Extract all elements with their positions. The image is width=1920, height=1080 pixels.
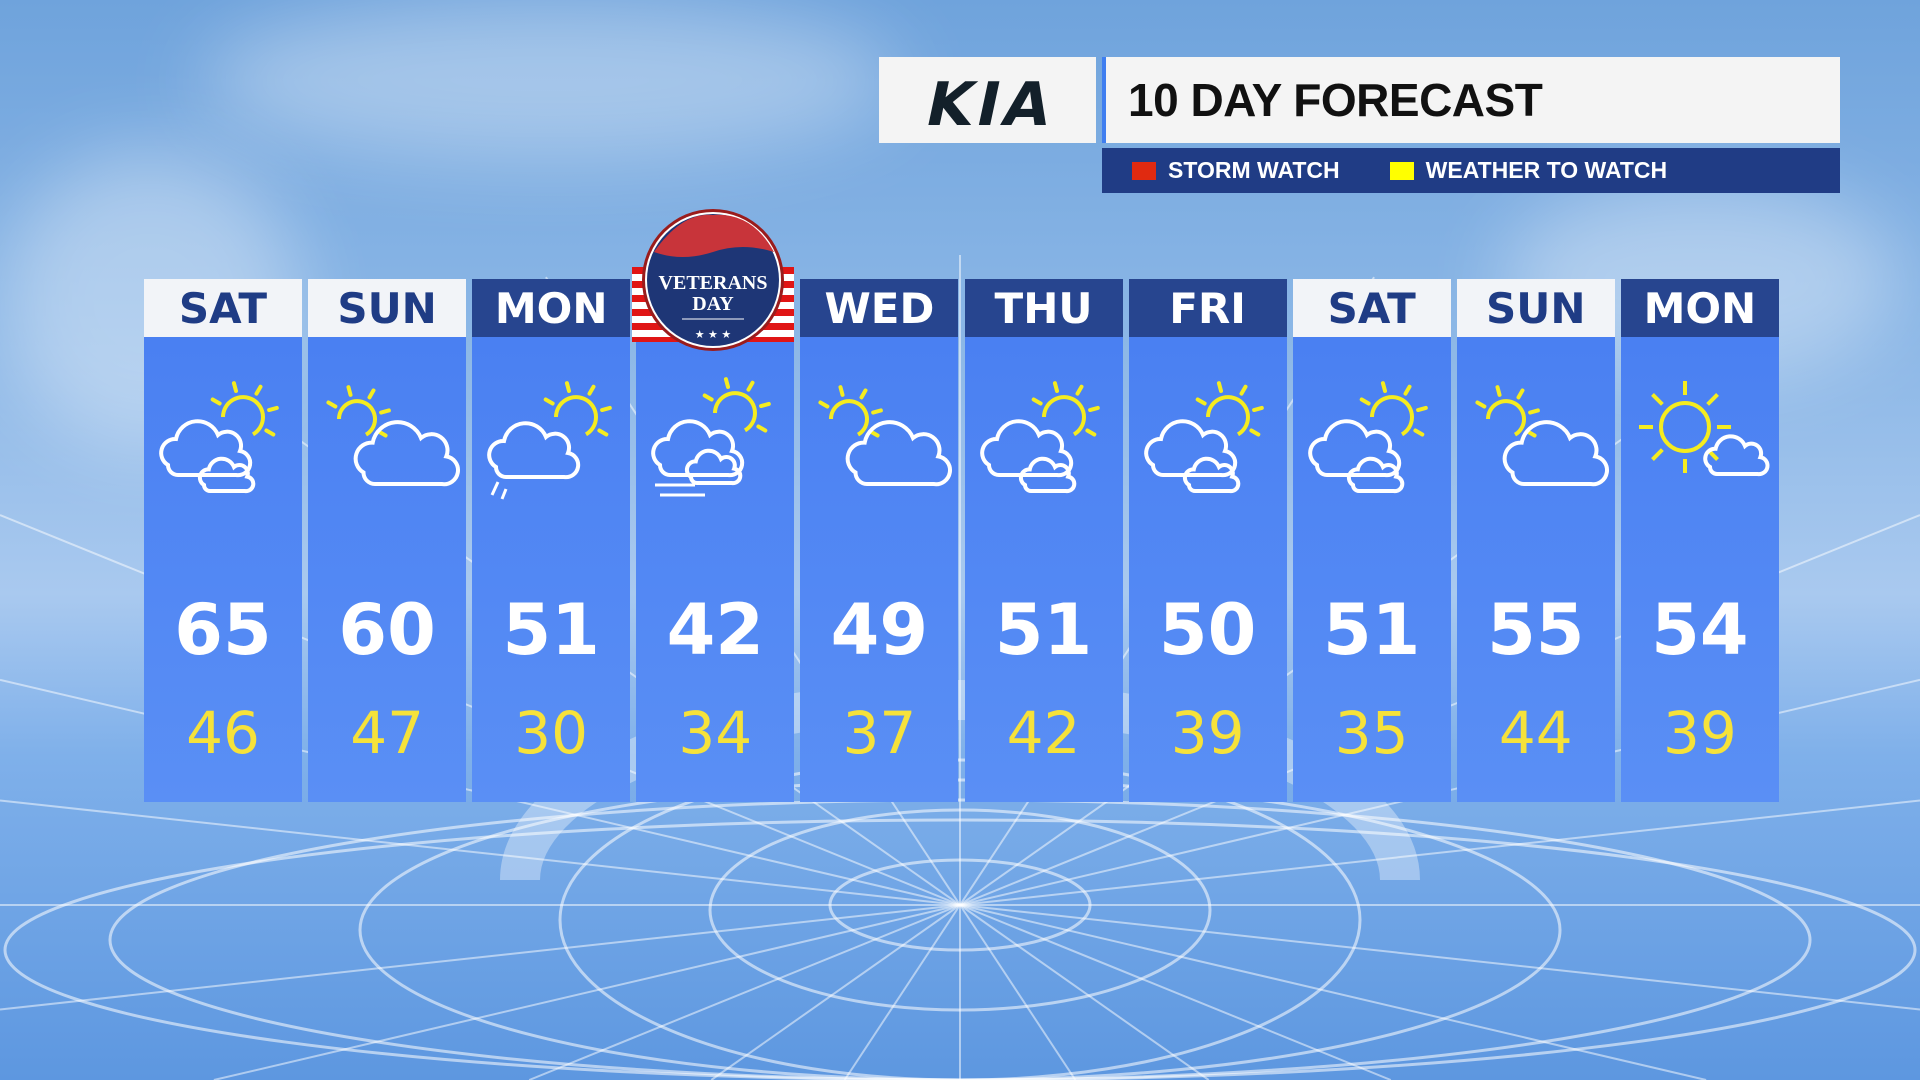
svg-text:★ ★ ★: ★ ★ ★ [695, 328, 732, 341]
radar-spoke [710, 904, 961, 1080]
legend-label: STORM WATCH [1168, 157, 1340, 183]
low-temp: 30 [514, 699, 589, 767]
day-header: THU [964, 279, 1123, 337]
mostly-cloudy-icon [326, 385, 461, 487]
radar-spoke [959, 799, 1920, 906]
low-temp: 47 [350, 699, 424, 767]
radar-spoke [959, 904, 1920, 1011]
day-column: MON 51 30 [472, 279, 631, 802]
radar-spoke [843, 904, 961, 1080]
low-temp: 42 [1006, 699, 1081, 767]
high-temp: 55 [1487, 589, 1585, 671]
day-panel: 51 30 [472, 337, 631, 802]
partly-cloudy-sun-clouds-icon [1143, 381, 1264, 494]
svg-text:DAY: DAY [692, 293, 734, 315]
day-column: SUN 55 44 [1456, 279, 1615, 802]
day-header: FRI [1128, 279, 1287, 337]
day-header: MON [472, 279, 631, 337]
clouds-wind-icon [651, 377, 772, 497]
mostly-cloudy-icon [818, 385, 953, 487]
high-temp: 51 [1322, 589, 1421, 671]
day-column: FRI 50 39 [1128, 279, 1287, 802]
svg-text:VETERANS: VETERANS [659, 272, 768, 294]
legend-storm-watch: STORM WATCH [1132, 157, 1340, 184]
legend-label: WEATHER TO WATCH [1425, 157, 1668, 183]
high-temp: 51 [994, 589, 1093, 671]
day-column: 42 34 [636, 279, 795, 802]
cloudy-showers-icon [487, 381, 612, 500]
day-panel: 51 42 [964, 337, 1123, 802]
legend: STORM WATCH WEATHER TO WATCH [1102, 148, 1840, 193]
low-temp: 34 [678, 699, 753, 767]
day-column: THU 51 42 [964, 279, 1123, 802]
legend-weather-to-watch: WEATHER TO WATCH [1389, 157, 1668, 184]
day-column: SUN 60 47 [308, 279, 467, 802]
high-temp: 51 [502, 589, 600, 671]
day-panel: 54 39 [1620, 337, 1779, 802]
radar-spoke [959, 904, 1392, 1080]
day-panel: 49 37 [800, 337, 959, 802]
day-header: SAT [1292, 279, 1451, 337]
day-column: SAT 65 46 [144, 279, 302, 802]
low-temp: 37 [842, 699, 917, 767]
high-temp: 65 [174, 589, 272, 671]
radar-spoke [0, 799, 961, 906]
low-temp: 39 [1662, 699, 1737, 767]
day-column: WED 49 37 [800, 279, 959, 802]
high-temp: 54 [1651, 589, 1749, 671]
mostly-cloudy-icon [1475, 385, 1609, 487]
day-column: MON 54 39 [1620, 279, 1779, 802]
day-panel: 50 39 [1128, 337, 1287, 802]
day-panel: 42 34 [636, 337, 795, 802]
day-panel: 65 46 [144, 337, 302, 802]
partly-cloudy-sun-clouds-icon [979, 381, 1100, 494]
radar-spoke [959, 904, 1210, 1080]
radar-spoke [528, 904, 961, 1080]
page-title: 10 DAY FORECAST [1128, 74, 1543, 126]
day-header: MON [1620, 279, 1779, 337]
partly-cloudy-sun-clouds-icon [159, 381, 279, 494]
kia-logo: KIA [879, 57, 1096, 143]
radar-spoke [959, 904, 1707, 1080]
low-temp: 39 [1170, 699, 1245, 767]
low-temp: 44 [1498, 699, 1573, 767]
storm-swatch [1132, 161, 1156, 180]
day-header: WED [800, 279, 959, 337]
partly-cloudy-sun-clouds-icon [1307, 381, 1428, 494]
high-temp: 49 [830, 589, 929, 671]
radar-spoke [959, 904, 1077, 1080]
mostly-sunny-icon [1638, 381, 1770, 477]
day-panel: 55 44 [1456, 337, 1615, 802]
radar-spoke [0, 904, 961, 1011]
day-panel: 51 35 [1292, 337, 1451, 802]
low-temp: 35 [1334, 699, 1409, 767]
veterans-day-badge: VETERANS DAY ★ ★ ★ [632, 209, 794, 351]
radar-spoke [213, 904, 961, 1080]
high-temp: 42 [666, 589, 764, 671]
weather-swatch [1389, 161, 1414, 180]
day-column: SAT 51 35 [1292, 279, 1451, 802]
low-temp: 46 [186, 699, 260, 767]
brand-logo-text: KIA [920, 71, 1062, 140]
day-header: SUN [1456, 279, 1615, 337]
high-temp: 60 [338, 589, 436, 671]
forecast-title-bar: 10 DAY FORECAST [1102, 57, 1840, 143]
day-panel: 60 47 [308, 337, 467, 802]
day-header: SAT [144, 279, 302, 337]
day-header: SUN [308, 279, 467, 337]
high-temp: 50 [1158, 589, 1257, 671]
